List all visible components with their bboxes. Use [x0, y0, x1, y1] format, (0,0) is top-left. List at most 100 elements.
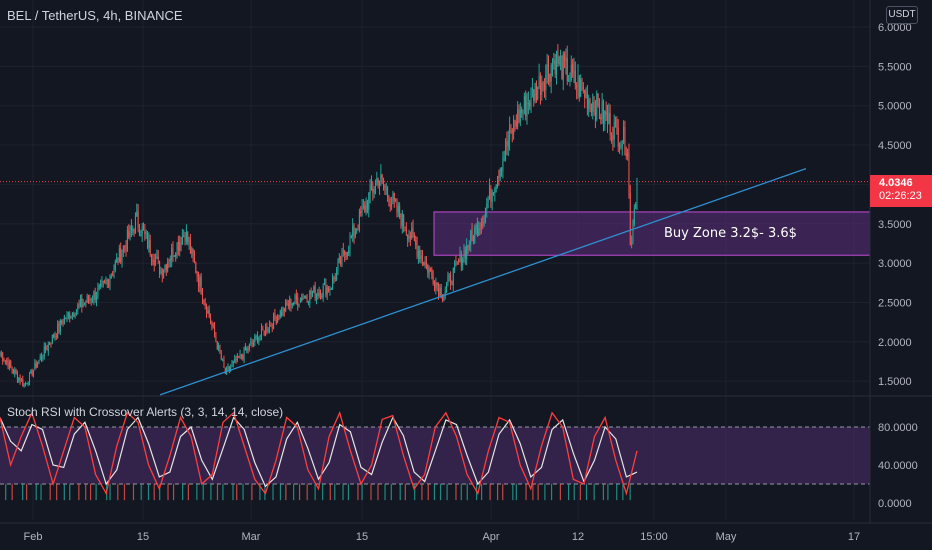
candle-body: [293, 302, 295, 305]
candle-body: [368, 193, 370, 210]
candle-body: [594, 110, 596, 121]
candle-body: [466, 244, 468, 260]
candle-body: [144, 231, 146, 234]
candle-body: [55, 335, 57, 337]
candle-body: [248, 343, 250, 350]
candle-body: [321, 295, 323, 299]
candle-body: [353, 224, 355, 237]
candle-body: [10, 361, 12, 367]
candle-body: [381, 175, 383, 179]
candle-body: [383, 178, 385, 186]
candle-body: [101, 282, 103, 284]
candle-body: [507, 140, 509, 147]
candle-body: [499, 168, 501, 177]
candle-body: [255, 336, 257, 338]
candle-body: [314, 286, 316, 299]
candle-body: [392, 194, 394, 204]
candle-body: [105, 281, 107, 285]
candle-body: [582, 87, 584, 89]
candle-body: [215, 336, 217, 342]
candle-body: [242, 355, 244, 359]
candle-body: [69, 313, 71, 319]
time-tick-label: 15: [137, 531, 149, 543]
candle-body: [173, 255, 175, 257]
osc-tick-label: 40.0000: [878, 460, 918, 472]
candle-body: [138, 228, 140, 236]
candle-body: [222, 359, 224, 361]
candle-body: [340, 256, 342, 265]
candle-body: [100, 282, 102, 287]
candle-body: [494, 188, 496, 194]
candle-body: [236, 354, 238, 361]
candle-body: [479, 227, 481, 229]
time-tick-label: Mar: [242, 531, 261, 543]
candle-body: [125, 245, 127, 250]
candle-body: [295, 295, 297, 299]
candle-body: [29, 372, 31, 383]
candle-body: [405, 229, 407, 234]
candle-body: [495, 184, 497, 189]
candle-body: [558, 56, 560, 65]
candle-body: [525, 95, 527, 117]
candle-body: [451, 284, 453, 286]
currency-button[interactable]: USDT: [886, 6, 918, 24]
candle-body: [235, 358, 237, 362]
candle-body: [342, 250, 344, 252]
candle-body: [329, 289, 331, 291]
candle-body: [475, 224, 477, 230]
candle-body: [67, 312, 69, 315]
candle-body: [623, 127, 625, 144]
candle-body: [533, 89, 535, 101]
candle-body: [197, 275, 199, 286]
candle-body: [633, 208, 635, 226]
candle-body: [576, 85, 578, 88]
candle-body: [168, 261, 170, 263]
candle-body: [270, 325, 272, 327]
candle-body: [428, 268, 430, 274]
candle-body: [282, 306, 284, 316]
candle-body: [486, 203, 488, 210]
candle-body: [313, 286, 315, 293]
candle-body: [287, 303, 289, 306]
candle-body: [482, 223, 484, 226]
candle-body: [345, 254, 347, 258]
candle-body: [510, 126, 512, 129]
candle-body: [140, 235, 142, 237]
candle-body: [562, 53, 564, 81]
candle-body: [256, 335, 258, 344]
candle-body: [493, 192, 495, 195]
candle-body: [33, 370, 35, 376]
candle-body: [526, 102, 528, 117]
candle-body: [153, 260, 155, 266]
candle-body: [553, 58, 555, 64]
candle-body: [116, 257, 118, 262]
candle-body: [397, 205, 399, 213]
candle-body: [530, 87, 532, 108]
candle-body: [252, 342, 254, 346]
candle-body: [89, 299, 91, 301]
candle-body: [185, 231, 187, 242]
candle-body: [585, 90, 587, 97]
candle-body: [511, 130, 513, 134]
candle-body: [440, 287, 442, 299]
candle-body: [19, 377, 21, 383]
candle-body: [301, 297, 303, 302]
candle-body: [108, 279, 110, 287]
candle-body: [273, 314, 275, 330]
candle-body: [399, 206, 401, 218]
candle-body: [455, 262, 457, 264]
candle-body: [43, 346, 45, 357]
candle-body: [250, 342, 252, 344]
candle-body: [97, 287, 99, 297]
candle-body: [527, 102, 529, 104]
candle-body: [617, 127, 619, 147]
candle-body: [26, 383, 28, 385]
candle-body: [177, 241, 179, 251]
candle-body: [613, 121, 615, 140]
candle-body: [450, 274, 452, 285]
candle-body: [372, 188, 374, 193]
candle-body: [196, 272, 198, 277]
candle-body: [549, 73, 551, 82]
candle-body: [346, 252, 348, 258]
